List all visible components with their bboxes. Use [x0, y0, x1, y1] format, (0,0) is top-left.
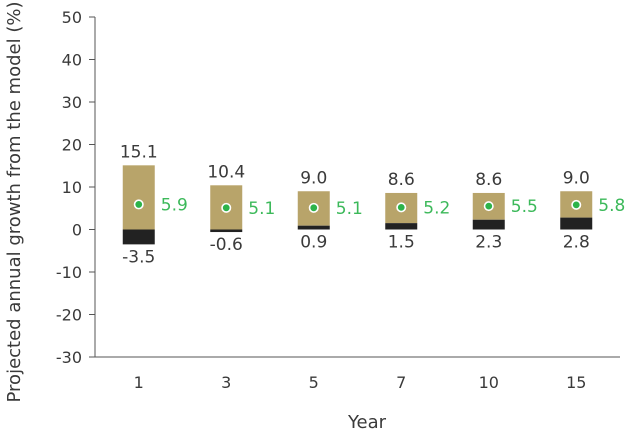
y-tick-label: -20: [56, 306, 82, 325]
upper-value-label: 15.1: [120, 142, 158, 162]
y-tick-label: 30: [62, 93, 82, 112]
median-marker: [483, 201, 494, 212]
y-axis: 50 40 30 20 10 0 -10 -20 -30: [56, 8, 96, 367]
bars: [122, 165, 593, 245]
y-tick-label: 10: [62, 178, 82, 197]
median-marker: [396, 202, 407, 213]
lower-value-label: -3.5: [122, 247, 155, 267]
lower-range-bar: [472, 219, 505, 230]
x-axis-title: Year: [347, 412, 387, 433]
x-tick-label: 7: [396, 373, 406, 392]
median-value-label: 5.2: [423, 198, 450, 218]
x-tick-label: 1: [134, 373, 144, 392]
lower-range-bar: [210, 229, 243, 233]
median-marker: [221, 202, 232, 213]
median-value-label: 5.1: [248, 199, 275, 219]
median-marker: [308, 202, 319, 213]
upper-value-label: 8.6: [388, 170, 415, 190]
median-value-label: 5.8: [598, 196, 625, 216]
x-axis: 1 3 5 7 10 15: [95, 356, 620, 392]
lower-range-bar: [385, 223, 418, 230]
y-tick-label: 50: [62, 8, 82, 27]
upper-value-label: 8.6: [475, 170, 502, 190]
median-value-label: 5.1: [336, 199, 363, 219]
upper-range-bar: [122, 165, 155, 230]
lower-value-label: 2.3: [475, 233, 502, 253]
x-tick-label: 10: [479, 373, 499, 392]
median-marker: [133, 199, 144, 210]
median-value-label: 5.5: [511, 197, 538, 217]
y-tick-label: -10: [56, 263, 82, 282]
upper-value-label: 10.4: [207, 162, 245, 182]
y-tick-label: 0: [72, 221, 82, 240]
lower-value-label: 1.5: [388, 233, 415, 253]
y-axis-title: Projected annual growth from the model (…: [4, 2, 25, 403]
lower-value-label: 0.9: [300, 233, 327, 253]
x-tick-label: 3: [221, 373, 231, 392]
lower-range-bar: [560, 217, 593, 230]
lower-range-bar: [297, 225, 330, 230]
median-value-label: 5.9: [161, 195, 188, 215]
upper-value-label: 9.0: [300, 168, 327, 188]
x-tick-label: 15: [566, 373, 586, 392]
y-tick-label: 40: [62, 51, 82, 70]
lower-value-label: 2.8: [563, 233, 590, 253]
y-tick-label: -30: [56, 348, 82, 367]
data-labels: 15.1-3.55.910.4-0.65.19.00.95.18.61.55.2…: [120, 142, 625, 267]
lower-range-bar: [122, 229, 155, 245]
lower-value-label: -0.6: [210, 235, 243, 255]
x-tick-label: 5: [309, 373, 319, 392]
median-marker: [571, 199, 582, 210]
y-tick-label: 20: [62, 136, 82, 155]
upper-value-label: 9.0: [563, 168, 590, 188]
